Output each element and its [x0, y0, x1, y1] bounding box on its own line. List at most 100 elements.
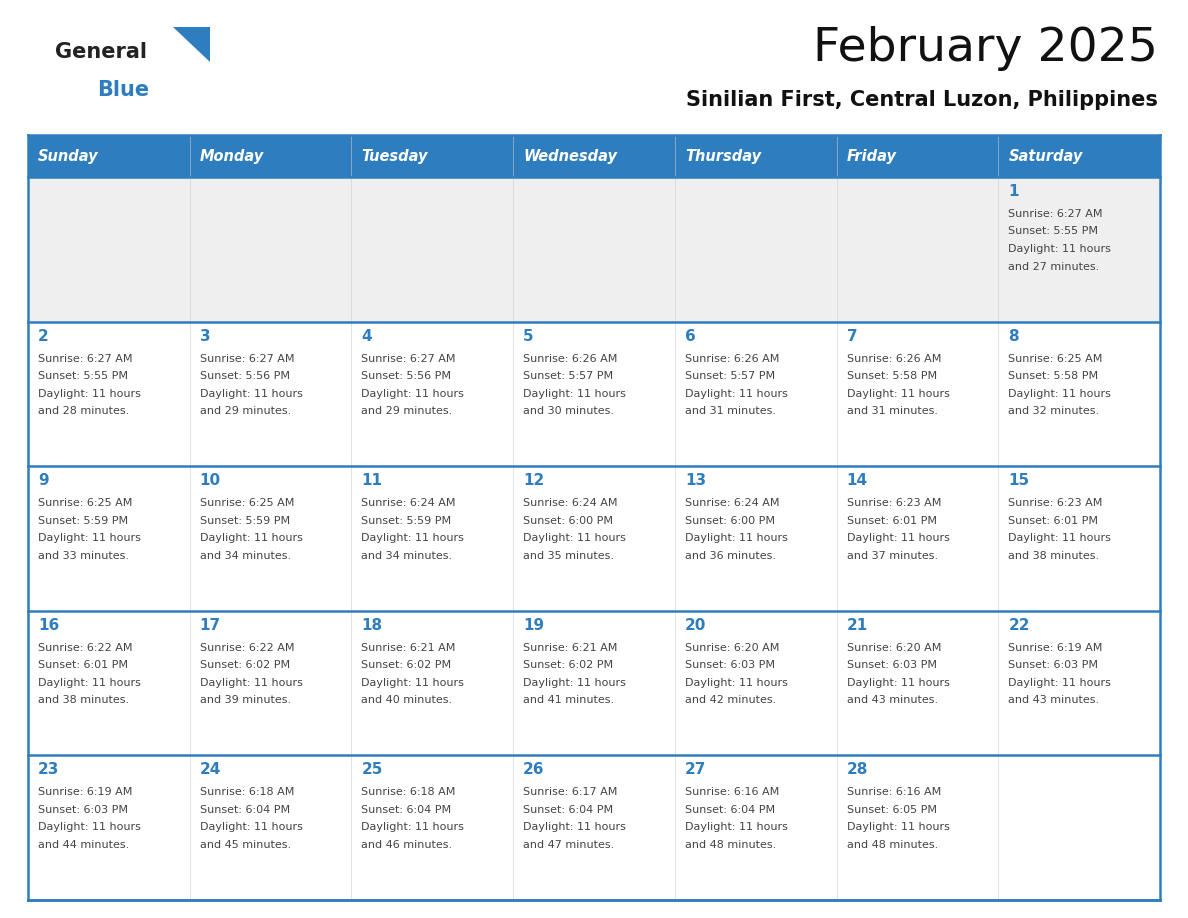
Text: Sunset: 5:55 PM: Sunset: 5:55 PM [1009, 227, 1098, 237]
Bar [29, 610, 190, 756]
Text: Sunset: 5:57 PM: Sunset: 5:57 PM [523, 371, 613, 381]
Text: Friday: Friday [847, 149, 897, 163]
Text: Sunrise: 6:22 AM: Sunrise: 6:22 AM [38, 643, 133, 653]
Text: 25: 25 [361, 763, 383, 778]
Text: Daylight: 11 hours: Daylight: 11 hours [523, 677, 626, 688]
Bar [998, 610, 1159, 756]
Text: Sunrise: 6:22 AM: Sunrise: 6:22 AM [200, 643, 295, 653]
Text: and 44 minutes.: and 44 minutes. [38, 840, 129, 850]
Text: Thursday: Thursday [684, 149, 762, 163]
Text: and 34 minutes.: and 34 minutes. [361, 551, 453, 561]
Text: Daylight: 11 hours: Daylight: 11 hours [361, 388, 465, 398]
Text: Sunset: 6:04 PM: Sunset: 6:04 PM [361, 805, 451, 815]
Bar [675, 177, 836, 321]
Text: 22: 22 [1009, 618, 1030, 633]
Text: Sunset: 5:56 PM: Sunset: 5:56 PM [361, 371, 451, 381]
Bar [675, 135, 836, 177]
Text: Sunrise: 6:18 AM: Sunrise: 6:18 AM [361, 788, 456, 798]
Text: Daylight: 11 hours: Daylight: 11 hours [523, 388, 626, 398]
Text: and 36 minutes.: and 36 minutes. [684, 551, 776, 561]
Bar [190, 466, 352, 610]
Text: Daylight: 11 hours: Daylight: 11 hours [523, 823, 626, 833]
Text: Sunset: 6:00 PM: Sunset: 6:00 PM [523, 516, 613, 526]
Bar [190, 177, 352, 321]
Bar [513, 610, 675, 756]
Text: Sunset: 6:05 PM: Sunset: 6:05 PM [847, 805, 936, 815]
Text: 8: 8 [1009, 329, 1019, 343]
Text: 4: 4 [361, 329, 372, 343]
Text: Sunrise: 6:19 AM: Sunrise: 6:19 AM [38, 788, 132, 798]
Bar [190, 610, 352, 756]
Text: Sunrise: 6:20 AM: Sunrise: 6:20 AM [684, 643, 779, 653]
Text: and 33 minutes.: and 33 minutes. [38, 551, 129, 561]
Bar [836, 321, 998, 466]
Text: Sunrise: 6:21 AM: Sunrise: 6:21 AM [361, 643, 456, 653]
Text: and 31 minutes.: and 31 minutes. [684, 406, 776, 416]
Bar [29, 756, 190, 900]
Text: Sunset: 6:02 PM: Sunset: 6:02 PM [523, 660, 613, 670]
Text: Sunset: 6:01 PM: Sunset: 6:01 PM [38, 660, 128, 670]
Text: Daylight: 11 hours: Daylight: 11 hours [847, 677, 949, 688]
Bar [998, 756, 1159, 900]
Text: Daylight: 11 hours: Daylight: 11 hours [200, 388, 303, 398]
Bar [190, 135, 352, 177]
Bar [29, 321, 190, 466]
Text: General: General [55, 42, 147, 62]
Text: Daylight: 11 hours: Daylight: 11 hours [200, 823, 303, 833]
Text: Daylight: 11 hours: Daylight: 11 hours [361, 533, 465, 543]
Text: Sinilian First, Central Luzon, Philippines: Sinilian First, Central Luzon, Philippin… [687, 90, 1158, 110]
Text: Daylight: 11 hours: Daylight: 11 hours [38, 677, 141, 688]
Bar [352, 177, 513, 321]
Text: Daylight: 11 hours: Daylight: 11 hours [847, 533, 949, 543]
Text: Sunrise: 6:27 AM: Sunrise: 6:27 AM [1009, 209, 1102, 219]
Text: 21: 21 [847, 618, 867, 633]
Text: Daylight: 11 hours: Daylight: 11 hours [684, 677, 788, 688]
Text: 20: 20 [684, 618, 706, 633]
Text: Daylight: 11 hours: Daylight: 11 hours [361, 677, 465, 688]
Text: Sunset: 6:03 PM: Sunset: 6:03 PM [38, 805, 128, 815]
Text: 16: 16 [38, 618, 59, 633]
Text: and 35 minutes.: and 35 minutes. [523, 551, 614, 561]
Text: Sunrise: 6:21 AM: Sunrise: 6:21 AM [523, 643, 618, 653]
Text: February 2025: February 2025 [813, 26, 1158, 71]
Text: 14: 14 [847, 473, 867, 488]
Text: 1: 1 [1009, 184, 1019, 199]
Text: Sunset: 6:02 PM: Sunset: 6:02 PM [200, 660, 290, 670]
Bar [836, 610, 998, 756]
Text: Sunrise: 6:26 AM: Sunrise: 6:26 AM [847, 353, 941, 364]
Text: Monday: Monday [200, 149, 264, 163]
Text: Sunrise: 6:18 AM: Sunrise: 6:18 AM [200, 788, 295, 798]
Text: Sunrise: 6:25 AM: Sunrise: 6:25 AM [200, 498, 295, 509]
Text: Sunset: 5:58 PM: Sunset: 5:58 PM [1009, 371, 1099, 381]
Text: and 47 minutes.: and 47 minutes. [523, 840, 614, 850]
Text: 27: 27 [684, 763, 706, 778]
Text: Sunset: 6:04 PM: Sunset: 6:04 PM [523, 805, 613, 815]
Text: 15: 15 [1009, 473, 1030, 488]
Text: Tuesday: Tuesday [361, 149, 428, 163]
Text: Daylight: 11 hours: Daylight: 11 hours [1009, 677, 1111, 688]
Text: Daylight: 11 hours: Daylight: 11 hours [38, 388, 141, 398]
Text: Daylight: 11 hours: Daylight: 11 hours [847, 388, 949, 398]
Text: and 38 minutes.: and 38 minutes. [1009, 551, 1099, 561]
Text: Daylight: 11 hours: Daylight: 11 hours [847, 823, 949, 833]
Bar [998, 135, 1159, 177]
Text: and 48 minutes.: and 48 minutes. [684, 840, 776, 850]
Text: Sunset: 5:59 PM: Sunset: 5:59 PM [361, 516, 451, 526]
Bar [836, 135, 998, 177]
Text: and 38 minutes.: and 38 minutes. [38, 695, 129, 705]
Text: and 43 minutes.: and 43 minutes. [1009, 695, 1099, 705]
Text: Daylight: 11 hours: Daylight: 11 hours [200, 533, 303, 543]
Bar [513, 466, 675, 610]
Text: Sunday: Sunday [38, 149, 99, 163]
Bar [29, 177, 190, 321]
Bar [352, 135, 513, 177]
Text: Sunset: 5:59 PM: Sunset: 5:59 PM [38, 516, 128, 526]
Bar [836, 177, 998, 321]
Text: Saturday: Saturday [1009, 149, 1082, 163]
Text: Sunset: 5:58 PM: Sunset: 5:58 PM [847, 371, 936, 381]
Text: and 34 minutes.: and 34 minutes. [200, 551, 291, 561]
Bar [352, 610, 513, 756]
Text: and 42 minutes.: and 42 minutes. [684, 695, 776, 705]
Text: Daylight: 11 hours: Daylight: 11 hours [38, 533, 141, 543]
Text: and 45 minutes.: and 45 minutes. [200, 840, 291, 850]
